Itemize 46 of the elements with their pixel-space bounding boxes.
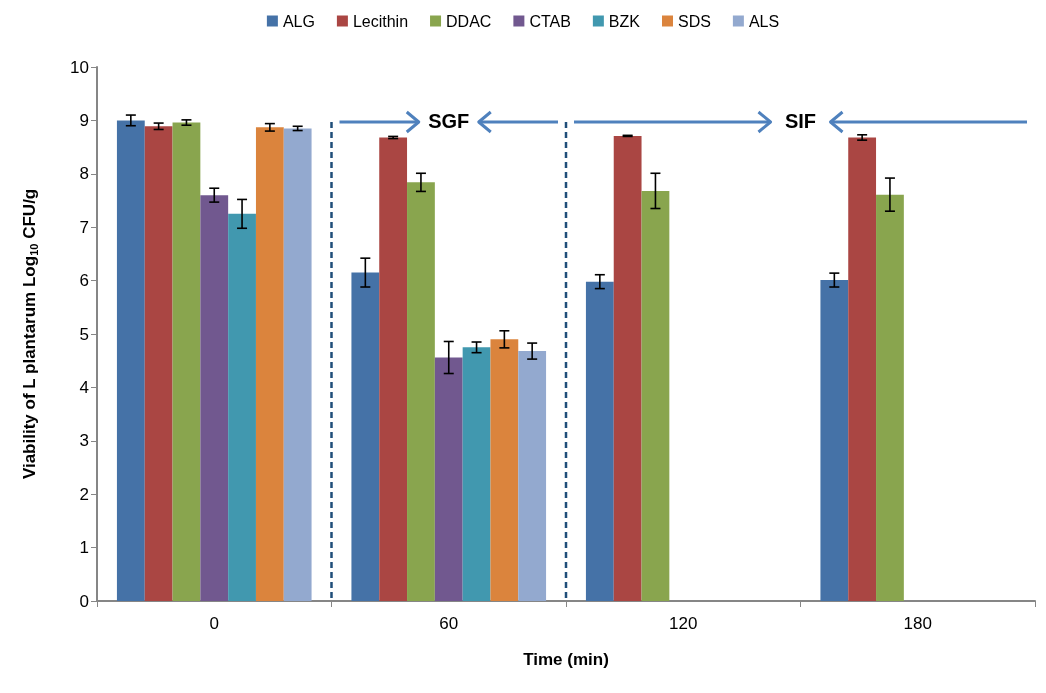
bar xyxy=(228,213,256,601)
annotation: SGF xyxy=(428,110,470,132)
bar xyxy=(351,272,380,601)
bar xyxy=(518,351,547,601)
bar xyxy=(490,339,519,601)
bar xyxy=(641,190,670,601)
y-tick-label: 1 xyxy=(79,538,89,558)
bar xyxy=(144,126,173,601)
legend-label: BZK xyxy=(608,12,641,30)
legend-label: DDAC xyxy=(446,12,492,30)
legend-label: ALG xyxy=(282,12,315,30)
y-tick-label: 5 xyxy=(79,324,89,344)
bar xyxy=(462,347,491,601)
bar xyxy=(820,280,849,601)
bar xyxy=(876,194,904,601)
bar xyxy=(283,128,312,601)
bar xyxy=(116,120,145,601)
y-tick-label: 7 xyxy=(79,217,89,237)
y-tick-label: 6 xyxy=(79,271,89,291)
bar xyxy=(434,357,463,601)
y-tick-label: 9 xyxy=(79,110,89,130)
legend-label: CTAB xyxy=(529,12,571,30)
x-axis-title: Time (min) xyxy=(523,650,609,669)
y-tick-label: 8 xyxy=(79,164,89,184)
x-tick-label: 60 xyxy=(439,614,459,633)
bar xyxy=(848,137,877,601)
y-tick-label: 10 xyxy=(70,57,89,77)
y-tick-label: 2 xyxy=(79,484,89,504)
bar xyxy=(613,135,642,601)
legend-label: SDS xyxy=(677,12,711,30)
bar xyxy=(379,137,408,601)
bar xyxy=(585,281,614,601)
y-tick-label: 4 xyxy=(79,377,89,397)
bar xyxy=(407,182,435,601)
bar xyxy=(172,122,201,601)
x-tick-label: 180 xyxy=(903,614,932,633)
legend-label: ALS xyxy=(748,12,780,30)
annotation: SIF xyxy=(784,110,817,132)
y-axis-title: Viability of L plantarum Log10 CFU/g xyxy=(20,188,40,480)
y-tick-label: 3 xyxy=(79,431,89,451)
legend-label: Lecithin xyxy=(352,12,409,30)
bar xyxy=(200,195,229,601)
y-tick-label: 0 xyxy=(79,591,89,611)
x-tick-label: 120 xyxy=(669,614,698,633)
x-tick-label: 0 xyxy=(209,614,219,633)
bar xyxy=(255,127,284,601)
